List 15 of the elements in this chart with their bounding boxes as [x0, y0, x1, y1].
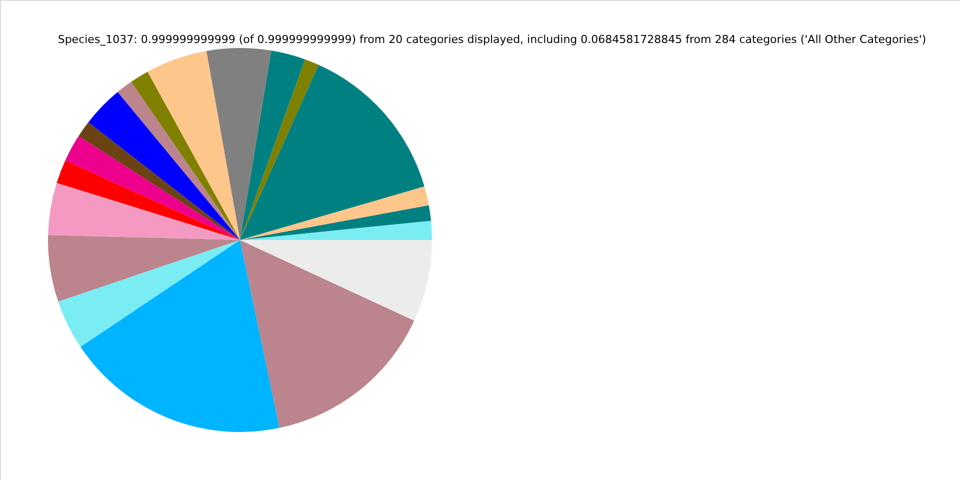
- pie-slice: [206, 48, 272, 240]
- pie-slice: [56, 160, 240, 240]
- pie-slice: [240, 220, 432, 240]
- pie-slice: [240, 186, 429, 240]
- pie-slice: [65, 136, 240, 240]
- pie-slice: [240, 59, 318, 240]
- pie-slice: [240, 240, 432, 321]
- text: Species_1037: 0.999999999999 (of 0.999999999999) from 20 categories displayed, including 0.0684581728845 from 284 categories ('All Other Categories'): [58, 33, 926, 46]
- pie-slice: [48, 182, 240, 240]
- pie-slice: [80, 240, 280, 432]
- pie-slice: [88, 92, 240, 240]
- pie-slice: [148, 50, 240, 240]
- pie-slice: [131, 72, 240, 240]
- pie-slice: [78, 122, 240, 240]
- pie-slice: [58, 240, 240, 347]
